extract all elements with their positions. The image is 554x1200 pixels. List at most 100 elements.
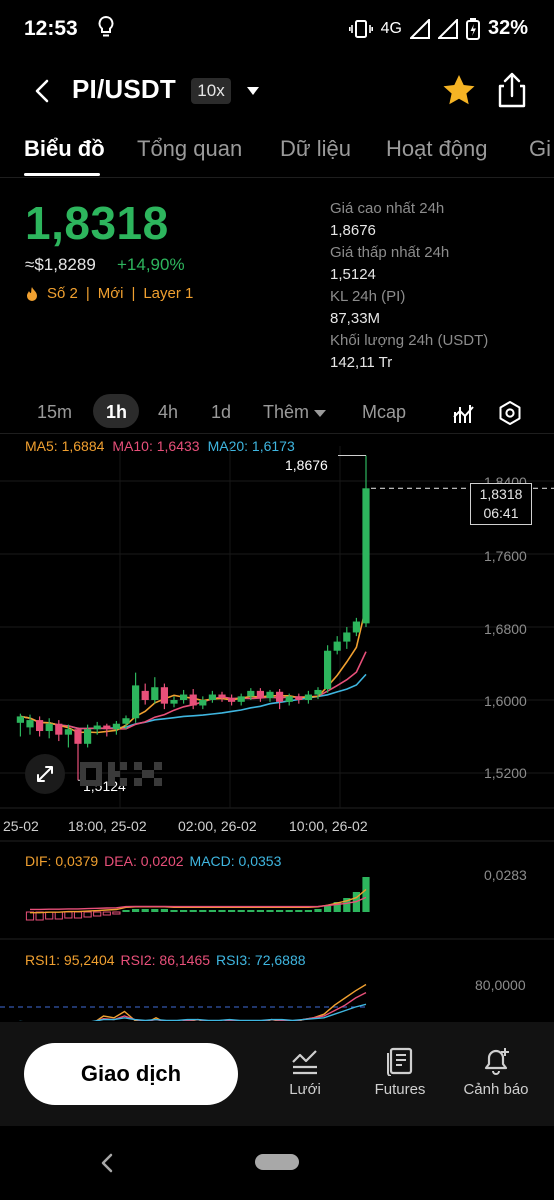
candle-body	[160, 687, 168, 704]
volume-usdt-label: Khối lượng 24h (USDT)	[330, 332, 489, 349]
y-tick-label: 1,5200	[484, 765, 527, 781]
candle-body	[26, 720, 34, 728]
volume-usdt-value: 142,11 Tr	[330, 354, 393, 371]
macd-bar	[199, 910, 207, 912]
interval-4h[interactable]: 4h	[158, 402, 179, 422]
leverage-badge[interactable]: 10x	[191, 78, 231, 104]
detail-tabs: Biểu đồ Tổng quan Dữ liệu Hoạt động Gi	[0, 128, 554, 178]
candle-body	[55, 723, 63, 735]
candlestick-chart[interactable]	[0, 436, 554, 1021]
chart-area[interactable]: MA5: 1,6884 MA10: 1,6433 MA20: 1,6173	[0, 436, 554, 1021]
macd-bar	[160, 909, 168, 912]
candle-body	[324, 650, 332, 690]
trade-button[interactable]: Giao dịch	[24, 1043, 238, 1105]
macd-bar	[132, 909, 140, 912]
grid-trading-icon	[292, 1050, 317, 1075]
fullscreen-button[interactable]	[25, 754, 65, 794]
token-tags: Số 2 | Mới | Layer 1	[25, 285, 193, 302]
x-tick-label: 10:00, 26-02	[289, 818, 368, 834]
macd-bar	[343, 898, 351, 912]
indicator-icon[interactable]	[452, 402, 476, 426]
macd-legend: DIF: 0,0379 DEA: 0,0202 MACD: 0,0353	[25, 853, 281, 869]
price-alert-button[interactable]: Cảnh báo	[451, 1046, 541, 1098]
settings-gear-icon[interactable]	[497, 400, 523, 426]
dif-value: DIF: 0,0379	[25, 853, 99, 869]
ma20-value: MA20: 1,6173	[207, 438, 295, 454]
macd-bar	[83, 911, 92, 918]
back-arrow-icon[interactable]	[26, 74, 60, 108]
tab-chart[interactable]: Biểu đồ	[24, 136, 105, 161]
alert-label: Cảnh báo	[463, 1081, 529, 1098]
candle-countdown: 06:41	[483, 505, 519, 521]
macd-bar	[54, 911, 63, 920]
app-header: PI/USDT 10x	[0, 62, 554, 118]
candle-body	[352, 621, 360, 633]
dea-value: DEA: 0,0202	[104, 853, 184, 869]
macd-bar	[256, 910, 264, 912]
macd-bar	[304, 910, 312, 912]
macd-bar	[151, 909, 159, 912]
candle-body	[180, 694, 188, 700]
candle-body	[132, 685, 140, 719]
system-back-icon[interactable]	[98, 1152, 116, 1174]
interval-1d[interactable]: 1d	[211, 402, 232, 422]
futures-button[interactable]: Futures	[355, 1046, 445, 1098]
rsi3-value: RSI3: 72,6888	[216, 952, 306, 968]
interval-more[interactable]: Thêm	[263, 402, 327, 423]
candle-body	[151, 687, 159, 700]
tab-overview[interactable]: Tổng quan	[137, 136, 243, 161]
candle-body	[343, 632, 351, 642]
volume-pi-value: 87,33M	[330, 310, 381, 327]
rank-tag[interactable]: Số 2	[47, 285, 78, 302]
system-home-pill[interactable]	[255, 1154, 299, 1170]
active-interval-pill	[93, 394, 139, 428]
macd-bar	[266, 910, 274, 912]
candle-body	[314, 689, 322, 695]
high-marker-label: 1,8676	[285, 457, 328, 473]
candle-body	[276, 691, 284, 702]
active-tab-indicator	[24, 173, 100, 176]
macd-bar	[362, 877, 370, 912]
dea-line	[30, 896, 367, 911]
low-24h-label: Giá thấp nhất 24h	[330, 244, 450, 261]
candle-body	[256, 690, 264, 699]
battery-icon	[465, 17, 480, 40]
candle-body	[16, 716, 24, 723]
trading-pair-title[interactable]: PI/USDT	[72, 74, 176, 104]
tab-activity[interactable]: Hoạt động	[386, 136, 488, 161]
rsi2-value: RSI2: 86,1465	[120, 952, 211, 968]
new-tag[interactable]: Mới	[97, 285, 124, 302]
system-nav-bar	[0, 1126, 554, 1200]
macd-bar	[208, 910, 216, 912]
favorite-star-icon[interactable]	[440, 72, 478, 110]
share-icon[interactable]	[494, 70, 530, 110]
grid-label: Lưới	[289, 1081, 321, 1098]
macd-value: MACD: 0,0353	[189, 853, 282, 869]
candle-body	[266, 691, 274, 699]
candle-body	[112, 723, 120, 730]
macd-bar	[93, 911, 102, 917]
category-tag[interactable]: Layer 1	[143, 285, 194, 302]
futures-document-icon	[387, 1047, 413, 1076]
candle-body	[93, 725, 101, 730]
interval-1h[interactable]: 1h	[106, 402, 128, 422]
candle-body	[122, 718, 130, 724]
battery-percent: 32%	[487, 17, 528, 39]
fire-icon	[27, 286, 37, 301]
x-tick-label: 25-02	[3, 818, 39, 834]
interval-selector: 15m 1h 4h 1d Thêm Mcap	[0, 394, 554, 434]
tab-more[interactable]: Gi	[529, 136, 551, 161]
interval-mcap[interactable]: Mcap	[362, 402, 407, 422]
ma-legend: MA5: 1,6884 MA10: 1,6433 MA20: 1,6173	[25, 438, 295, 454]
candle-body	[247, 690, 255, 697]
candle-body	[362, 488, 370, 624]
y-tick-label: 1,6800	[484, 621, 527, 637]
macd-bar	[324, 906, 332, 912]
interval-15m[interactable]: 15m	[37, 402, 73, 422]
rsi1-value: RSI1: 95,2404	[25, 952, 115, 968]
high-24h-value: 1,8676	[330, 222, 376, 239]
tab-data[interactable]: Dữ liệu	[280, 136, 351, 161]
macd-bar	[247, 910, 255, 912]
grid-bot-button[interactable]: Lưới	[260, 1046, 350, 1098]
pair-dropdown-icon[interactable]	[244, 82, 262, 100]
